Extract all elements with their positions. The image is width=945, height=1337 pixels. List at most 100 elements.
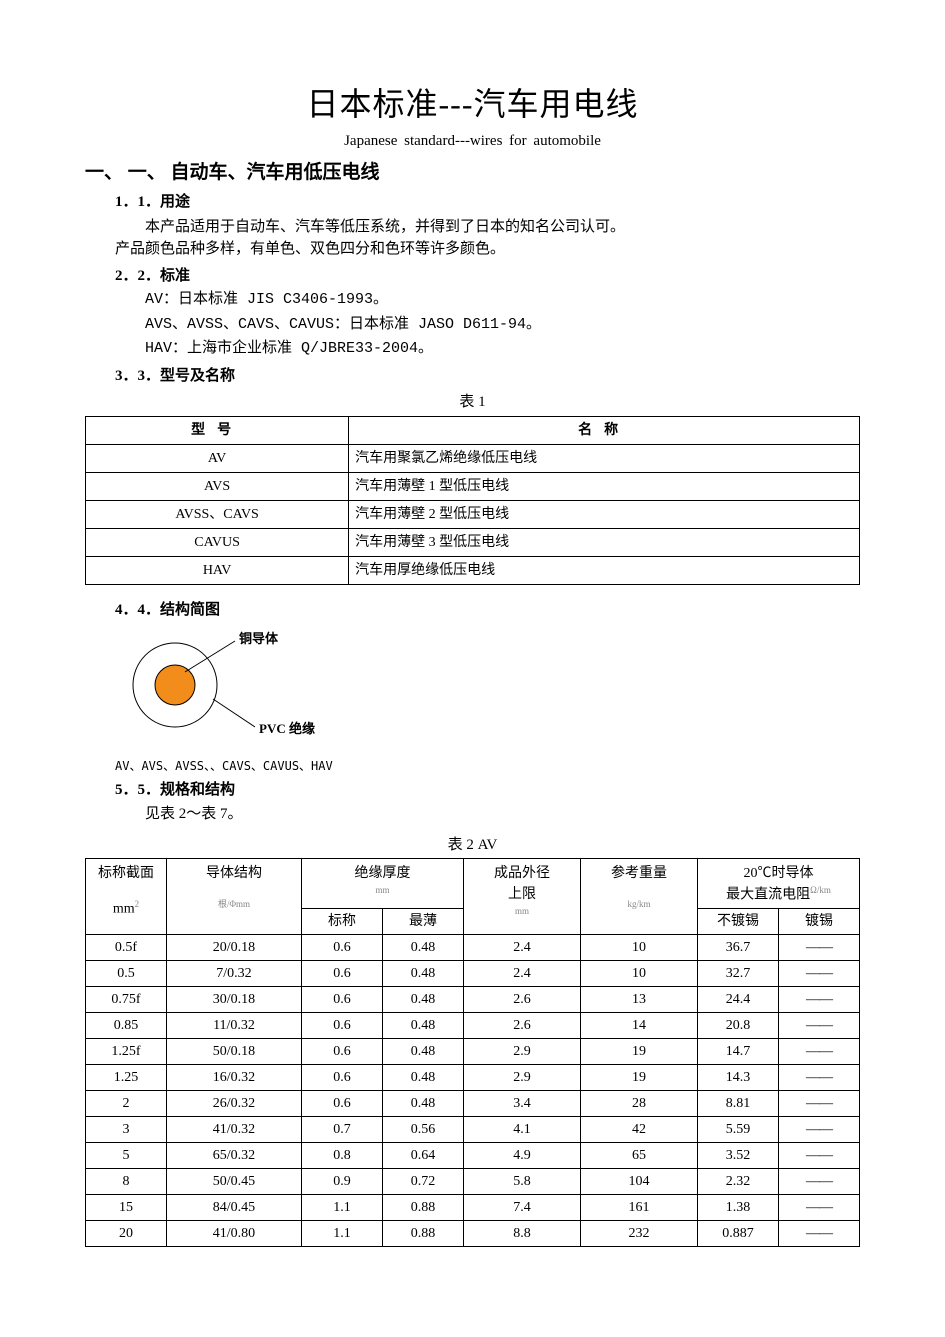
table-2-cell: 15 (86, 1194, 167, 1220)
table-row: 0.75f30/0.180.60.482.61324.4—— (86, 986, 860, 1012)
table-2-cell: 0.9 (302, 1168, 383, 1194)
table-1-caption: 表 1 (85, 391, 860, 414)
table-2-cell: 50/0.18 (167, 1038, 302, 1064)
document-subtitle: Japanese standard---wires for automobile (85, 130, 860, 153)
table-2-h-area: 标称截面 mm2 (86, 859, 167, 935)
table-2-cell: 0.5 (86, 960, 167, 986)
table-2-cell: 104 (580, 1168, 697, 1194)
subsection-1-2-l2: AVS、AVSS、CAVS、CAVUS：日本标准 JASO D611-94。 (85, 314, 860, 337)
table-2-cell: 24.4 (697, 986, 778, 1012)
subsection-1-3-heading: 3．3．型号及名称 (85, 365, 860, 388)
table-2-cell: 0.8 (302, 1142, 383, 1168)
diagram-label-conductor: 铜导体 (238, 631, 279, 646)
table-2-cell: 32.7 (697, 960, 778, 986)
table-1-cell-name: 汽车用薄壁 3 型低压电线 (349, 528, 860, 556)
table-2-h-nominal: 标称 (302, 908, 383, 934)
table-2-h-weight: 参考重量 kg/km (580, 859, 697, 935)
table-row: 850/0.450.90.725.81042.32—— (86, 1168, 860, 1194)
table-2-cell: 84/0.45 (167, 1194, 302, 1220)
table-row: AVS 汽车用薄壁 1 型低压电线 (86, 472, 860, 500)
table-2-cell: 0.6 (302, 1038, 383, 1064)
table-2-h-insulation: 绝缘厚度 mm (302, 859, 464, 909)
table-2-cell: 2.9 (464, 1064, 581, 1090)
table-2-cell: 0.6 (302, 1090, 383, 1116)
table-2-cell: 5.59 (697, 1116, 778, 1142)
table-row: AV 汽车用聚氯乙烯绝缘低压电线 (86, 444, 860, 472)
table-2-cell: —— (778, 1090, 859, 1116)
table-2-cell: —— (778, 1116, 859, 1142)
table-2-cell: 28 (580, 1090, 697, 1116)
subsection-1-2-l3: HAV：上海市企业标准 Q/JBRE33-2004。 (85, 338, 860, 361)
table-2-cell: 20.8 (697, 1012, 778, 1038)
table-2-cell: —— (778, 960, 859, 986)
table-row: 565/0.320.80.644.9653.52—— (86, 1142, 860, 1168)
table-1-cell-model: AV (86, 444, 349, 472)
table-2-cell: 8.81 (697, 1090, 778, 1116)
table-2-cell: 161 (580, 1194, 697, 1220)
table-row: 0.5f20/0.180.60.482.41036.7—— (86, 934, 860, 960)
subsection-1-5-heading: 5．5．规格和结构 (85, 779, 860, 802)
table-2: 标称截面 mm2 导体结构 根/Φmm 绝缘厚度 mm 成品外径 上限 mm 参… (85, 858, 860, 1247)
table-2-cell: 7/0.32 (167, 960, 302, 986)
table-2-cell: 2.6 (464, 1012, 581, 1038)
table-row: 1584/0.451.10.887.41611.38—— (86, 1194, 860, 1220)
table-1-cell-model: AVS (86, 472, 349, 500)
table-2-cell: 0.75f (86, 986, 167, 1012)
table-2-cell: 50/0.45 (167, 1168, 302, 1194)
table-2-cell: 14 (580, 1012, 697, 1038)
table-2-cell: 10 (580, 934, 697, 960)
table-2-cell: —— (778, 1064, 859, 1090)
table-2-cell: 1.25 (86, 1064, 167, 1090)
table-2-cell: 2.9 (464, 1038, 581, 1064)
table-2-cell: 2.4 (464, 934, 581, 960)
table-2-cell: 0.48 (383, 1012, 464, 1038)
table-2-cell: 0.6 (302, 1012, 383, 1038)
table-row: 1.25f50/0.180.60.482.91914.7—— (86, 1038, 860, 1064)
table-2-cell: 0.72 (383, 1168, 464, 1194)
table-2-cell: 0.88 (383, 1220, 464, 1246)
table-2-cell: —— (778, 1142, 859, 1168)
table-2-cell: 14.7 (697, 1038, 778, 1064)
table-2-cell: 3.52 (697, 1142, 778, 1168)
table-2-h-min: 最薄 (383, 908, 464, 934)
table-2-cell: —— (778, 1038, 859, 1064)
table-2-cell: 41/0.32 (167, 1116, 302, 1142)
table-1-cell-name: 汽车用薄壁 2 型低压电线 (349, 500, 860, 528)
table-2-cell: 0.88 (383, 1194, 464, 1220)
table-row: 0.57/0.320.60.482.41032.7—— (86, 960, 860, 986)
table-2-cell: 0.48 (383, 1090, 464, 1116)
table-row: 2041/0.801.10.888.82320.887—— (86, 1220, 860, 1246)
table-2-cell: —— (778, 986, 859, 1012)
table-2-cell: 0.56 (383, 1116, 464, 1142)
table-2-cell: 0.48 (383, 1038, 464, 1064)
table-2-h-outer: 成品外径 上限 mm (464, 859, 581, 935)
table-row: 226/0.320.60.483.4288.81—— (86, 1090, 860, 1116)
subsection-1-4-heading: 4．4．结构简图 (85, 599, 860, 622)
table-1: 型号 名称 AV 汽车用聚氯乙烯绝缘低压电线 AVS 汽车用薄壁 1 型低压电线… (85, 416, 860, 585)
diagram-caption: AV、AVS、AVSS、、CAVS、CAVUS、HAV (115, 757, 860, 775)
table-1-cell-name: 汽车用聚氯乙烯绝缘低压电线 (349, 444, 860, 472)
table-2-cell: —— (778, 1194, 859, 1220)
table-2-cell: 0.5f (86, 934, 167, 960)
table-2-cell: 232 (580, 1220, 697, 1246)
table-2-cell: 30/0.18 (167, 986, 302, 1012)
table-2-cell: 2.4 (464, 960, 581, 986)
subsection-1-1-p1: 本产品适用于自动车、汽车等低压系统，并得到了日本的知名公司认可。 (85, 216, 860, 239)
subsection-1-5-p1: 见表 2～表 7。 (85, 803, 860, 826)
table-2-cell: 4.9 (464, 1142, 581, 1168)
table-2-cell: 0.6 (302, 986, 383, 1012)
table-2-header-row-1: 标称截面 mm2 导体结构 根/Φmm 绝缘厚度 mm 成品外径 上限 mm 参… (86, 859, 860, 909)
table-2-cell: 7.4 (464, 1194, 581, 1220)
table-2-cell: 36.7 (697, 934, 778, 960)
table-1-cell-model: AVSS、CAVS (86, 500, 349, 528)
table-2-cell: 1.1 (302, 1220, 383, 1246)
wire-cross-section-icon: 铜导体 PVC 绝缘 (115, 627, 375, 747)
table-2-cell: 0.6 (302, 934, 383, 960)
table-2-h-conductor: 导体结构 根/Φmm (167, 859, 302, 935)
table-2-h-tinned: 镀锡 (778, 908, 859, 934)
table-2-cell: 20/0.18 (167, 934, 302, 960)
subsection-1-1-p2: 产品颜色品种多样，有单色、双色四分和色环等许多颜色。 (85, 238, 860, 261)
table-2-cell: 5 (86, 1142, 167, 1168)
table-2-h-resistance: 20℃时导体 最大直流电阻Ω/km (697, 859, 859, 909)
table-1-header-model: 型号 (86, 416, 349, 444)
